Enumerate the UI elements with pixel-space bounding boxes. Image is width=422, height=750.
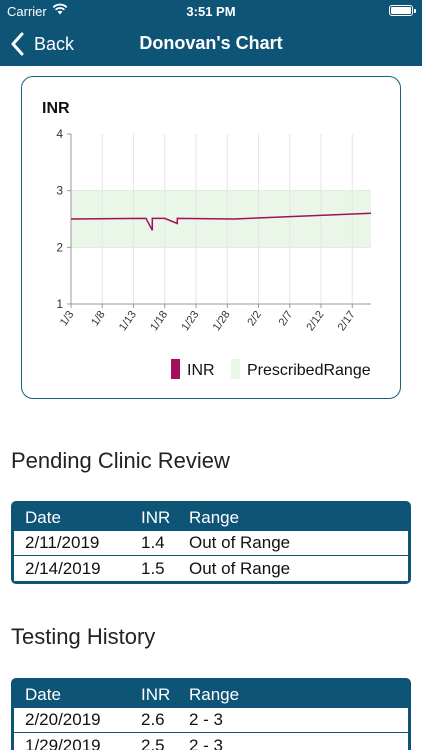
pending-review-table: Date INR Range 2/11/2019 1.4 Out of Rang… — [11, 501, 411, 584]
cell-range: 2 - 3 — [189, 735, 224, 750]
carrier-label: Carrier — [7, 4, 47, 19]
cell-range: Out of Range — [189, 533, 291, 552]
inr-chart: INR 1/3 1/8 1/13 1/18 1/23 1/28 2/2 2/7 2/12 2/17 1… — [42, 100, 372, 379]
legend-label-inr: INR — [187, 362, 215, 379]
cell-inr: 1.5 — [141, 558, 165, 578]
x-tick-label: 2/2 — [245, 309, 264, 328]
column-header-date: Date — [25, 685, 61, 704]
table-body: 2/20/2019 2.6 2 - 3 1/29/2019 2.5 2 - 3 — [14, 708, 408, 750]
cell-inr: 1.4 — [141, 533, 165, 552]
back-button[interactable]: Back — [10, 30, 74, 58]
chevron-left-icon — [11, 32, 24, 56]
back-label: Back — [34, 33, 75, 54]
y-tick-label: 2 — [56, 240, 63, 254]
nav-bar: Back Donovan's Chart — [0, 22, 422, 66]
y-tick-label: 1 — [56, 297, 63, 311]
column-header-range: Range — [189, 508, 240, 527]
status-bar: Carrier 3:51 PM — [0, 0, 422, 22]
x-tick-label: 1/8 — [89, 309, 108, 328]
inr-series-line — [70, 212, 372, 231]
y-tick-label: 4 — [56, 127, 63, 141]
battery-icon — [389, 5, 416, 16]
cell-date: 2/11/2019 — [25, 533, 100, 552]
legend-swatch-prescribed-range — [231, 359, 240, 379]
testing-history-title: Testing History — [11, 624, 156, 649]
battery-level — [391, 7, 411, 14]
cell-date: 2/14/2019 — [25, 558, 101, 578]
wifi-icon — [52, 3, 68, 15]
cell-date: 2/20/2019 — [25, 710, 101, 729]
inr-chart-card: INR 1/3 1/8 1/13 1/18 1/23 1/28 2/2 2/7 2/12 2/17 1… — [21, 76, 401, 399]
table-row[interactable]: 1/29/2019 2.5 2 - 3 — [14, 733, 408, 750]
pending-review-title: Pending Clinic Review — [11, 448, 230, 473]
testing-history-table: Date INR Range 2/20/2019 2.6 2 - 3 1/29/… — [11, 678, 411, 750]
x-tick-label: 1/3 — [58, 309, 77, 328]
column-header-range: Range — [189, 685, 240, 704]
table-row[interactable]: 2/14/2019 1.5 Out of Range — [14, 556, 408, 581]
page-title: Donovan's Chart — [139, 33, 283, 53]
table-body: 2/11/2019 1.4 Out of Range 2/14/2019 1.5… — [14, 531, 408, 581]
cell-inr: 2.5 — [141, 735, 165, 750]
x-tick-label: 1/18 — [148, 309, 170, 333]
x-tick-label: 2/17 — [336, 309, 358, 333]
x-tick-label: 1/23 — [179, 309, 201, 333]
battery-tip — [414, 9, 416, 13]
table-header: Date INR Range — [14, 678, 408, 708]
chart-title: INR — [42, 100, 70, 117]
x-tick-label: 1/13 — [117, 309, 139, 333]
legend-swatch-inr — [171, 359, 180, 379]
y-tick-label: 3 — [56, 184, 63, 198]
column-header-inr: INR — [141, 685, 171, 704]
navigation-bar: Carrier 3:51 PM Back Donovan's Chart — [0, 0, 422, 66]
status-time: 3:51 PM — [186, 4, 236, 19]
cell-date: 1/29/2019 — [25, 735, 101, 750]
table-header: Date INR Range — [14, 501, 408, 531]
table-row[interactable]: 2/11/2019 1.4 Out of Range — [14, 531, 408, 556]
cell-inr: 2.6 — [141, 710, 165, 729]
table-row[interactable]: 2/20/2019 2.6 2 - 3 — [14, 708, 408, 733]
x-tick-label: 2/12 — [304, 309, 326, 333]
x-tick-label: 2/7 — [277, 309, 296, 328]
column-header-inr: INR — [141, 508, 171, 527]
legend-label-prescribed-range: PrescribedRange — [247, 362, 371, 379]
x-tick-label: 1/28 — [211, 309, 233, 333]
column-header-date: Date — [25, 508, 61, 527]
cell-range: Out of Range — [189, 558, 291, 578]
cell-range: 2 - 3 — [189, 710, 224, 729]
